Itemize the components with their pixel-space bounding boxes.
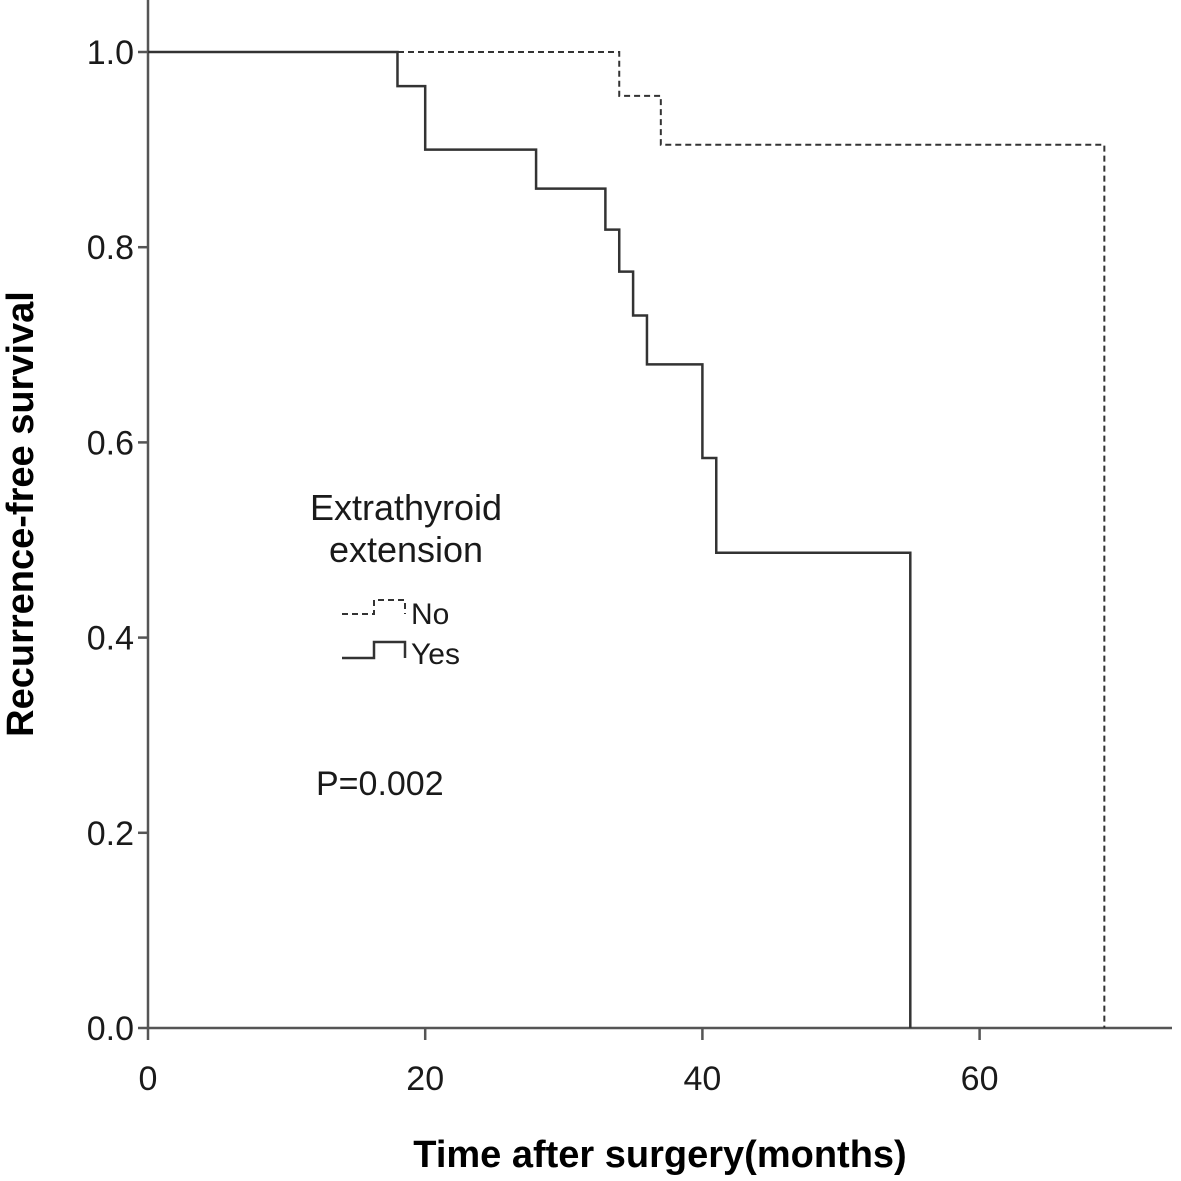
y-axis-title: Recurrence-free survival [0,291,42,737]
series-line-yes [148,50,912,1028]
legend-swatch-yes [342,640,407,660]
y-tick-label: 0.8 [87,229,134,267]
legend-item-yes: Yes [411,638,460,671]
legend-swatch-no [342,599,406,615]
legend: Extrathyroid extension No Yes [310,487,502,671]
legend-title-line1: Extrathyroid [310,487,502,528]
legend-item-no: No [411,598,449,631]
x-tick-label: 60 [961,1060,999,1098]
y-ticks: 0.0 0.2 0.4 0.6 0.8 1.0 [87,34,148,1048]
y-tick-label: 0.4 [87,620,134,658]
y-tick-label: 0.6 [87,424,134,462]
y-tick-label: 0.0 [87,1010,134,1048]
y-tick-label: 0.2 [87,815,134,853]
y-tick-label: 1.0 [87,34,134,72]
x-tick-label: 40 [683,1060,721,1098]
legend-title-line2: extension [329,529,483,570]
x-ticks: 0 20 40 60 [139,1028,999,1098]
series-layer [148,50,1106,1028]
series-line-no [148,51,1106,1028]
x-tick-label: 20 [406,1060,444,1098]
x-axis-title: Time after surgery(months) [413,1134,906,1176]
p-value-annotation: P=0.002 [316,765,444,803]
x-tick-label: 0 [139,1060,158,1098]
